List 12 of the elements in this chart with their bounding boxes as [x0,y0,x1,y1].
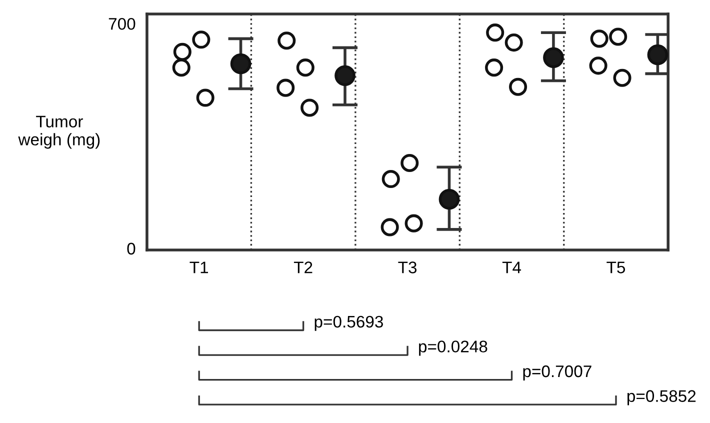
x-tick-label: T1 [190,262,208,274]
text: p=0.5693 [314,316,383,331]
y-tick-label: 700 [108,18,136,30]
x-tick-label: T3 [398,262,417,274]
y-axis-title: Tumor weigh (mg) [18,116,100,149]
x-tick-label: T2 [294,262,312,274]
text: p=0.0248 [419,340,488,356]
text: p=0.5852 [627,390,696,406]
x-tick-label: T5 [606,262,626,274]
text: p=0.7007 [523,365,592,380]
y-tick-label: 0 [127,242,136,255]
x-tick-label: T4 [502,262,522,274]
